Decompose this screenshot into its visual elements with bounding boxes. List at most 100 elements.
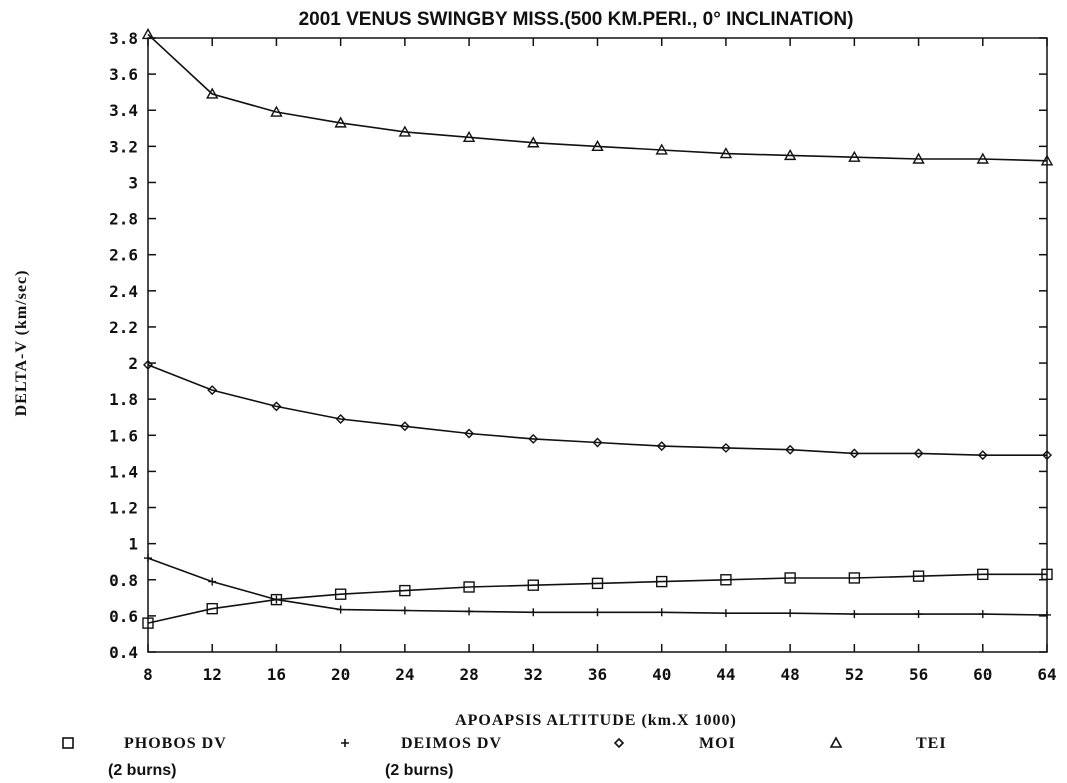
data-point [656, 575, 668, 588]
data-point [142, 617, 154, 629]
data-point [977, 568, 989, 581]
x-tick-label: 16 [267, 665, 286, 684]
x-tick-label: 32 [524, 665, 543, 684]
data-point [591, 139, 604, 152]
y-tick-label: 1.2 [109, 499, 138, 518]
legend-item: MOI [613, 735, 735, 752]
legend-marker [62, 737, 74, 749]
x-tick-label: 24 [395, 665, 414, 684]
y-tick-label: 1 [128, 535, 138, 554]
data-point [1043, 610, 1051, 619]
data-point [527, 136, 540, 148]
data-point [465, 607, 474, 616]
data-point [1041, 568, 1053, 581]
y-tick-label: 2.4 [109, 282, 138, 301]
legend-marker [613, 737, 625, 749]
x-tick-label: 28 [459, 665, 478, 684]
series-line [147, 573, 1047, 624]
legend-marker [341, 739, 349, 747]
data-point [399, 421, 410, 432]
legend: PHOBOS DV (2 burns) DEIMOS DV (2 burns) MOI T… [62, 735, 947, 779]
data-point [270, 105, 283, 117]
data-point [656, 441, 667, 452]
chart-title: 2001 VENUS SWINGBY MISS.(500 KM.PERI., 0… [299, 9, 854, 30]
data-point [1040, 154, 1054, 166]
data-point [271, 401, 282, 412]
data-point [208, 577, 217, 586]
data-point [719, 147, 733, 159]
data-point [914, 610, 923, 619]
data-point [593, 608, 602, 617]
legend-label: PHOBOS DV [124, 735, 227, 752]
data-point [785, 444, 796, 455]
y-tick-label: 0.4 [109, 643, 138, 662]
data-point [978, 610, 987, 619]
x-tick-label: 40 [652, 665, 671, 684]
data-point [655, 143, 668, 155]
legend-label: TEI [916, 735, 947, 752]
data-point [592, 437, 603, 448]
series-line [147, 557, 1048, 616]
legend-sublabel: (2 burns) [385, 762, 453, 779]
data-point [334, 116, 347, 128]
series-layer [141, 27, 1054, 629]
data-point [400, 606, 409, 615]
legend-item: DEIMOS DV (2 burns) [341, 735, 502, 779]
y-tick-label: 3.8 [109, 29, 138, 48]
data-point [207, 385, 218, 396]
series-plus [144, 554, 1051, 619]
legend-sublabel: (2 burns) [108, 762, 176, 779]
data-point [848, 572, 861, 584]
data-point [657, 608, 666, 617]
data-point [720, 574, 732, 586]
data-point [272, 595, 281, 604]
data-point [528, 433, 539, 444]
legend-marker [829, 736, 843, 748]
series-square [142, 568, 1053, 629]
data-point [399, 584, 411, 597]
y-tick-label: 2.6 [109, 246, 138, 265]
data-point [335, 414, 346, 425]
data-point [976, 152, 989, 164]
data-point [849, 448, 860, 459]
y-tick-label: 1.4 [109, 462, 138, 481]
data-point [462, 130, 476, 143]
legend-label: DEIMOS DV [401, 735, 502, 752]
data-point [463, 581, 475, 593]
data-point [206, 87, 219, 99]
data-point [206, 602, 218, 615]
data-point [784, 572, 796, 584]
data-point [336, 605, 345, 614]
series-line [147, 364, 1047, 457]
y-tick-label: 0.8 [109, 571, 138, 590]
x-axis: 8 12 16 20 24 28 32 36 40 44 48 52 56 60 64 [143, 38, 1057, 684]
data-point [143, 359, 153, 370]
data-point [464, 428, 475, 439]
y-axis: 0.4 0.6 0.8 1 1.2 1.4 1.6 1.8 2 2.2 2.4 2.6 2.8 3 3.2 3… [109, 29, 1047, 662]
data-point [144, 554, 152, 563]
data-point [720, 442, 731, 453]
x-tick-label: 48 [781, 665, 800, 684]
legend-item: PHOBOS DV (2 burns) [62, 735, 227, 779]
x-tick-label: 60 [973, 665, 992, 684]
data-point [977, 450, 988, 461]
x-tick-label: 52 [845, 665, 864, 684]
x-tick-label: 56 [909, 665, 928, 684]
data-point [786, 609, 795, 618]
y-axis-label: DELTA-V (km/sec) [13, 270, 30, 417]
data-point [527, 579, 539, 591]
x-tick-label: 8 [143, 665, 153, 684]
data-point [913, 448, 924, 459]
y-tick-label: 3 [128, 173, 138, 192]
data-point [529, 608, 538, 617]
x-tick-label: 64 [1037, 665, 1056, 684]
data-point [334, 588, 347, 600]
y-tick-label: 1.6 [109, 426, 138, 445]
data-point [912, 570, 925, 582]
data-point [721, 609, 730, 618]
series-line [147, 33, 1048, 162]
x-tick-label: 20 [331, 665, 350, 684]
y-tick-label: 1.8 [109, 390, 138, 409]
y-tick-label: 0.6 [109, 607, 138, 626]
